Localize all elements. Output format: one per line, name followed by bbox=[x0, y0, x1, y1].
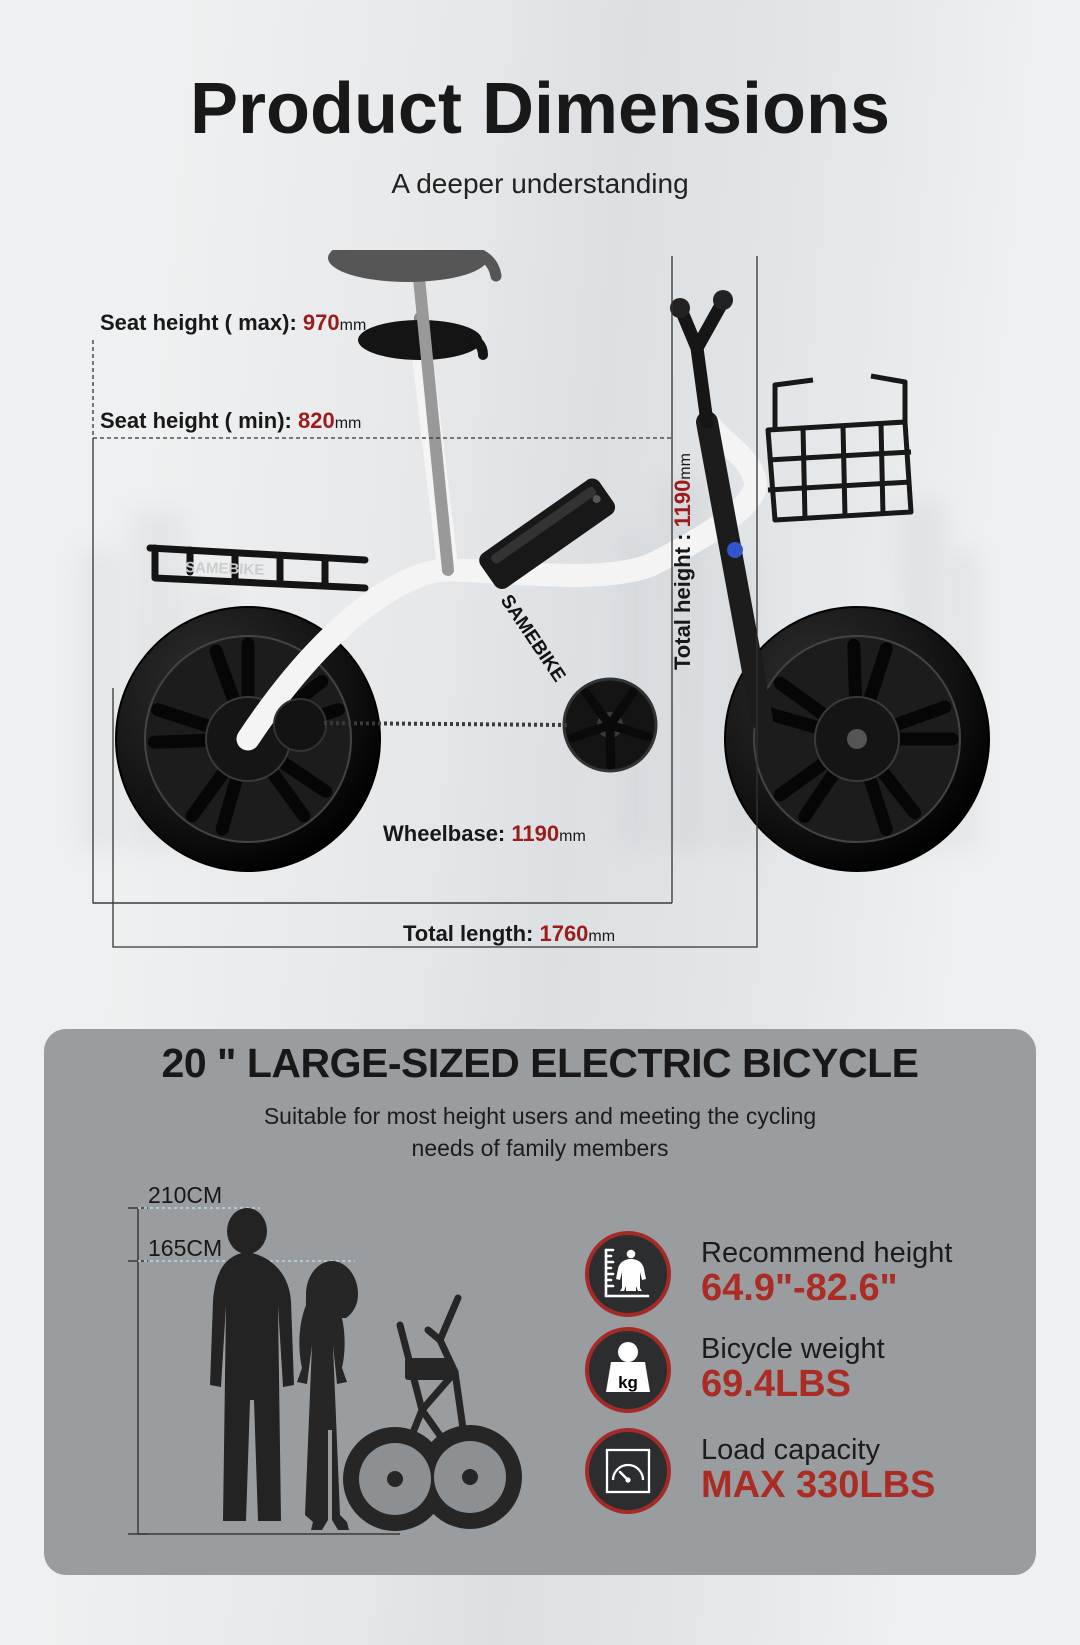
svg-text:165CM: 165CM bbox=[148, 1235, 222, 1261]
svg-text:MAX 330LBS: MAX 330LBS bbox=[701, 1464, 935, 1506]
svg-text:Bicycle weight: Bicycle weight bbox=[701, 1333, 885, 1365]
svg-text:69.4LBS: 69.4LBS bbox=[701, 1363, 851, 1405]
svg-text:Load capacity: Load capacity bbox=[701, 1434, 880, 1466]
svg-text:kg: kg bbox=[618, 1373, 638, 1392]
svg-text:Recommend height: Recommend height bbox=[701, 1237, 952, 1269]
svg-text:64.9"-82.6": 64.9"-82.6" bbox=[701, 1267, 898, 1309]
svg-text:210CM: 210CM bbox=[148, 1182, 222, 1208]
